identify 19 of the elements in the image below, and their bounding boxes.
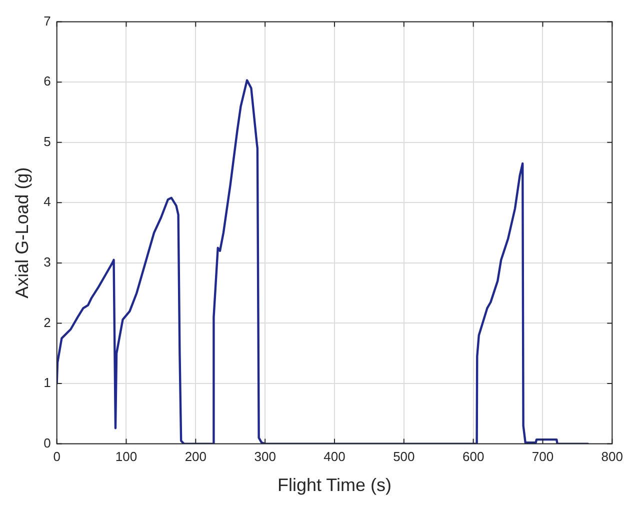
x-tick-label: 800 (601, 449, 624, 464)
y-tick-label: 4 (44, 194, 51, 210)
y-tick-label: 2 (44, 314, 51, 330)
x-tick-label: 500 (393, 449, 415, 464)
x-tick-label: 200 (184, 449, 207, 464)
y-tick-label: 6 (44, 74, 51, 89)
y-tick-label: 5 (44, 134, 51, 149)
y-tick-label: 1 (44, 375, 51, 390)
y-tick-label: 7 (44, 13, 51, 28)
x-tick-label: 100 (115, 449, 138, 464)
y-tick-label: 3 (44, 254, 51, 270)
x-axis-title: Flight Time (s) (277, 475, 392, 496)
x-tick-label: 600 (462, 449, 484, 464)
x-tick-label: 0 (53, 449, 60, 464)
y-tick-label: 0 (44, 435, 51, 450)
x-tick-label: 300 (254, 449, 276, 464)
x-tick-label: 400 (324, 449, 346, 464)
y-axis-title: Axial G-Load (g) (12, 167, 32, 298)
x-tick-label: 700 (532, 449, 554, 464)
